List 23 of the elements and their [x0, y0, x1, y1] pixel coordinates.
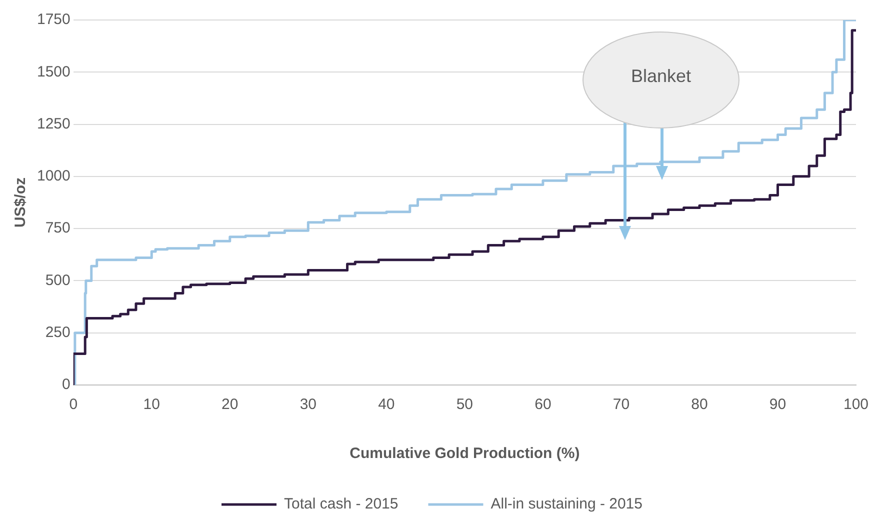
x-axis-title: Cumulative Gold Production (%)	[350, 445, 580, 462]
y-tick-label: 1250	[36, 115, 70, 132]
legend-label: Total cash - 2015	[284, 496, 398, 513]
y-tick-label: 750	[45, 220, 70, 237]
y-axis-title: US$/oz	[12, 177, 30, 228]
y-tick-label: 0	[62, 376, 70, 394]
y-tick-label: 500	[45, 272, 70, 289]
y-tick-label: 1000	[36, 168, 70, 185]
x-tick-label: 70	[612, 396, 630, 414]
y-tick-label: 1500	[36, 63, 70, 80]
x-tick-label: 10	[143, 396, 160, 414]
y-tick-label: 250	[45, 324, 70, 341]
legend-label: All-in sustaining - 2015	[490, 496, 643, 513]
x-tick-label: 100	[843, 396, 869, 414]
x-tick-label: 40	[378, 396, 395, 414]
x-tick-label: 90	[769, 396, 786, 414]
x-tick-label: 20	[222, 396, 238, 414]
x-tick-label: 30	[300, 396, 316, 414]
x-tick-label: 60	[534, 396, 552, 414]
x-tick-label: 50	[456, 396, 474, 414]
x-tick-label: 80	[691, 396, 708, 414]
annotation: Blanket	[630, 66, 692, 87]
y-tick-label: 1750	[36, 11, 70, 28]
